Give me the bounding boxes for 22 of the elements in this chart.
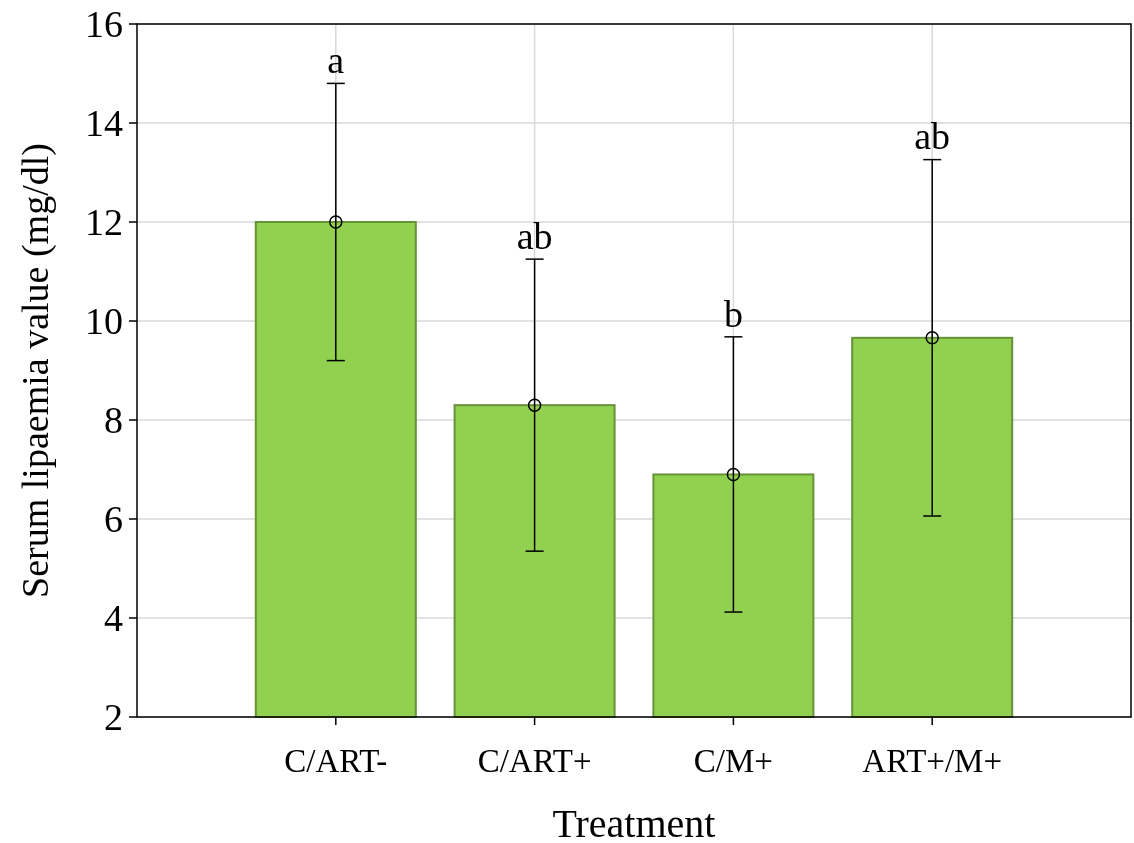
y-tick-label: 4 xyxy=(104,597,123,640)
y-tick-label: 10 xyxy=(85,300,123,343)
point xyxy=(329,215,343,229)
y-tick-label: 12 xyxy=(85,201,123,244)
x-axis-title: Treatment xyxy=(552,801,716,843)
x-tick-label: C/ART- xyxy=(284,743,388,779)
point xyxy=(726,467,741,482)
x-tick-label: ART+/M+ xyxy=(862,743,1003,779)
point xyxy=(527,398,542,412)
y-tick-label: 2 xyxy=(104,696,123,739)
y-tick-label: 8 xyxy=(104,399,123,442)
point xyxy=(925,331,939,345)
y-tick-label: 16 xyxy=(85,3,123,46)
annotation: ab xyxy=(516,215,553,258)
y-tick-label: 6 xyxy=(104,498,123,541)
x-tick-label: C/ART+ xyxy=(477,743,592,779)
y-axis-title: Serum lipaemia value (mg/dl) xyxy=(14,143,57,598)
annotation: ab xyxy=(914,115,951,158)
y-tick-label: 14 xyxy=(85,102,123,145)
annotation: b xyxy=(723,292,743,335)
x-tick-label: C/M+ xyxy=(693,743,773,779)
annotation: a xyxy=(327,39,345,82)
